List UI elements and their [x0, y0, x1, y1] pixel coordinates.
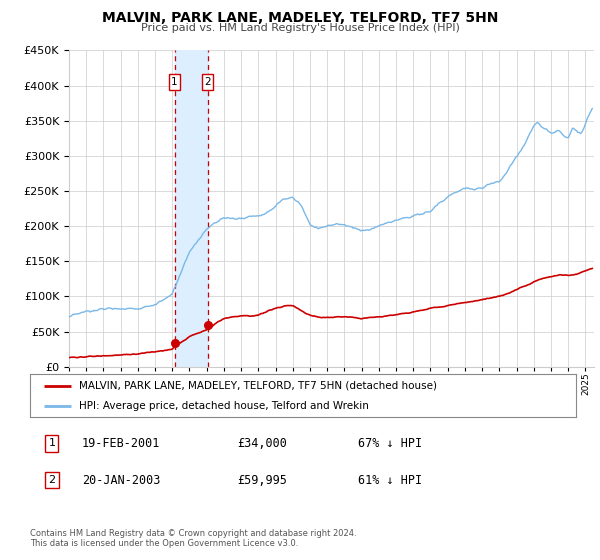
Text: 2: 2 [48, 475, 55, 485]
Text: Contains HM Land Registry data © Crown copyright and database right 2024.: Contains HM Land Registry data © Crown c… [30, 529, 356, 538]
Text: 67% ↓ HPI: 67% ↓ HPI [358, 437, 422, 450]
Bar [175, 50, 208, 367]
Text: HPI: Average price, detached house, Telford and Wrekin: HPI: Average price, detached house, Telf… [79, 402, 369, 411]
Text: 1: 1 [171, 77, 178, 87]
Text: 2: 2 [204, 77, 211, 87]
Text: MALVIN, PARK LANE, MADELEY, TELFORD, TF7 5HN: MALVIN, PARK LANE, MADELEY, TELFORD, TF7… [102, 11, 498, 25]
Text: £59,995: £59,995 [238, 474, 287, 487]
Text: 61% ↓ HPI: 61% ↓ HPI [358, 474, 422, 487]
Text: This data is licensed under the Open Government Licence v3.0.: This data is licensed under the Open Gov… [30, 539, 298, 548]
Text: 20-JAN-2003: 20-JAN-2003 [82, 474, 160, 487]
Text: Price paid vs. HM Land Registry's House Price Index (HPI): Price paid vs. HM Land Registry's House … [140, 23, 460, 33]
Text: 1: 1 [49, 438, 55, 449]
Text: MALVIN, PARK LANE, MADELEY, TELFORD, TF7 5HN (detached house): MALVIN, PARK LANE, MADELEY, TELFORD, TF7… [79, 381, 437, 391]
Text: £34,000: £34,000 [238, 437, 287, 450]
Text: 19-FEB-2001: 19-FEB-2001 [82, 437, 160, 450]
